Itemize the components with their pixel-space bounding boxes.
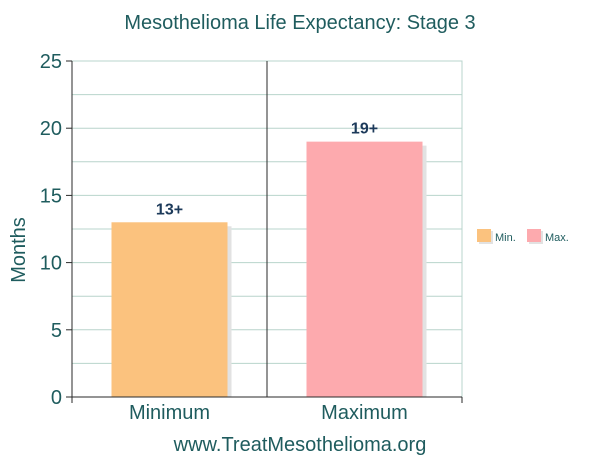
data-labels: 13+ 19+ [156, 121, 378, 219]
bar-maximum [306, 141, 423, 397]
y-tick-label: 10 [40, 253, 62, 275]
legend-swatch-min [477, 229, 491, 242]
data-label: 13+ [156, 201, 183, 218]
legend-label: Min. [495, 232, 516, 244]
x-tick-label: Minimum [129, 402, 210, 424]
x-tick-labels: Minimum Maximum [129, 402, 408, 424]
data-label: 19+ [351, 121, 378, 138]
legend-label: Max. [545, 232, 569, 244]
y-tick-label: 20 [40, 118, 62, 140]
footer-url: www.TreatMesothelioma.org [173, 434, 427, 456]
y-tick-label: 0 [51, 387, 62, 409]
y-tick-label: 15 [40, 185, 62, 207]
bars [111, 141, 427, 397]
legend-swatch-max [527, 229, 541, 242]
bar-minimum [111, 222, 228, 397]
legend: Min. Max. [477, 229, 569, 244]
y-tick-labels: 0 5 10 15 20 25 [40, 51, 62, 409]
y-tick-label: 25 [40, 51, 62, 73]
y-tick-label: 5 [51, 320, 62, 342]
chart-title: Mesothelioma Life Expectancy: Stage 3 [124, 12, 475, 34]
x-tick-label: Maximum [321, 402, 408, 424]
axes [66, 60, 463, 403]
y-axis-label: Months [8, 217, 30, 283]
